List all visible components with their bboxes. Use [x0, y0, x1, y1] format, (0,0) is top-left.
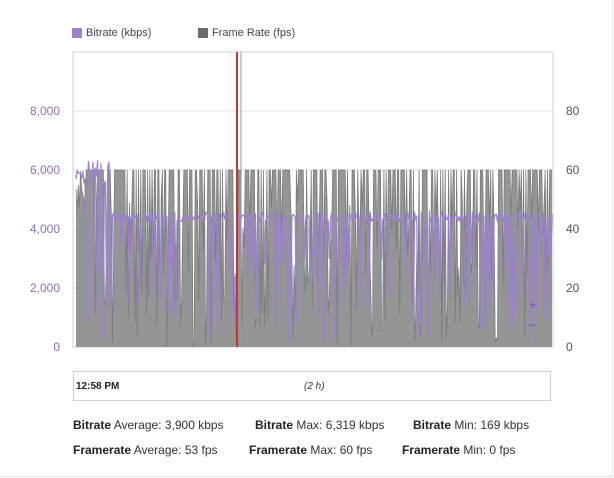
stat-bitrate-max: Bitrate Max: 6,319 kbps	[255, 418, 384, 432]
stat-label: Bitrate	[255, 418, 294, 432]
left-axis-tick-label: 4,000	[30, 222, 60, 236]
zoom-in-button[interactable]: +	[529, 298, 537, 312]
stat-framerate-max: Framerate Max: 60 fps	[249, 443, 372, 457]
stat-label: Framerate	[249, 443, 308, 457]
stat-value: Max: 6,319 kbps	[296, 418, 385, 432]
stat-bitrate-min: Bitrate Min: 169 kbps	[413, 418, 529, 432]
legend-label-bitrate: Bitrate (kbps)	[86, 27, 152, 39]
stat-framerate-min: Framerate Min: 0 fps	[402, 443, 515, 457]
stat-label: Framerate	[73, 443, 132, 457]
stat-value: Average: 53 fps	[133, 443, 218, 457]
stat-value: Average: 3,900 kbps	[113, 418, 224, 432]
stat-value: Max: 60 fps	[310, 443, 373, 457]
left-axis-tick-label: 6,000	[30, 163, 60, 177]
stat-label: Framerate	[402, 443, 461, 457]
series-framerate-line	[75, 169, 552, 348]
left-axis-tick-label: 8,000	[30, 104, 60, 118]
stat-label: Bitrate	[73, 418, 112, 432]
right-axis-tick-label: 20	[566, 281, 580, 295]
left-axis-tick-label: 0	[53, 340, 60, 354]
stat-value: Min: 169 kbps	[454, 418, 530, 432]
legend-swatch-framerate	[198, 28, 208, 38]
timeline-navigator[interactable]: 12:58 PM (2 h)	[73, 371, 551, 401]
series-bitrate-line	[75, 160, 553, 343]
stat-bitrate-average: Bitrate Average: 3,900 kbps	[73, 418, 224, 432]
timeline-duration: (2 h)	[304, 381, 325, 392]
chart-plot[interactable]: 0 2,000 4,000 6,000 8,000 0 20 40 60 80	[0, 0, 614, 365]
legend-swatch-bitrate	[72, 28, 82, 38]
legend-item-framerate[interactable]: Frame Rate (fps)	[198, 27, 295, 39]
stat-framerate-average: Framerate Average: 53 fps	[73, 443, 218, 457]
timeline-start-time: 12:58 PM	[76, 381, 120, 392]
stat-value: Min: 0 fps	[463, 443, 516, 457]
legend-label-framerate: Frame Rate (fps)	[212, 27, 296, 39]
left-axis-tick-label: 2,000	[30, 281, 60, 295]
right-axis-tick-label: 40	[566, 222, 580, 236]
zoom-out-button[interactable]: −	[529, 318, 537, 332]
right-axis-tick-label: 0	[566, 340, 573, 354]
stat-label: Bitrate	[413, 418, 452, 432]
right-axis-tick-label: 60	[566, 163, 580, 177]
legend-item-bitrate[interactable]: Bitrate (kbps)	[72, 27, 151, 39]
right-axis-tick-label: 80	[566, 104, 580, 118]
